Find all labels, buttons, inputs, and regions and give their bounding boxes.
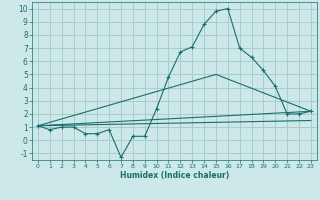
- X-axis label: Humidex (Indice chaleur): Humidex (Indice chaleur): [120, 171, 229, 180]
